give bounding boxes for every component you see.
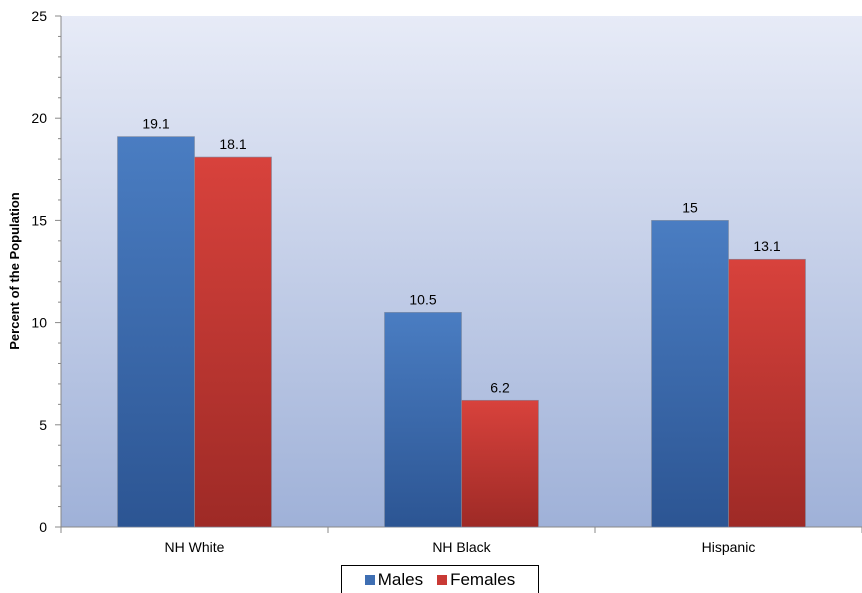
legend-swatch-males [364,574,375,585]
data-label: 19.1 [142,116,169,132]
x-tick-label: NH White [165,539,225,555]
legend: Males Females [341,565,539,593]
data-label: 13.1 [753,238,780,254]
legend-item-females: Females [437,570,515,590]
bar-females-hispanic [728,258,806,528]
bar-females-nh-black [461,399,539,528]
legend-item-males: Males [364,569,424,590]
legend-label-females: Females [450,569,516,589]
bar-males-nh-black [384,312,462,528]
y-tick-label: 10 [31,315,47,331]
legend-swatch-females [437,574,448,585]
x-tick-label: NH Black [432,539,491,555]
data-label: 15 [682,199,698,215]
bar-males-hispanic [651,220,729,528]
bars: 19.1 18.1 10.5 6.2 15 13.1 [117,116,806,528]
y-tick-label: 15 [31,212,47,228]
data-label: 18.1 [219,136,246,152]
bar-females-nh-white [194,156,272,528]
legend-label-males: Males [377,569,424,589]
bar-males-nh-white [117,136,195,528]
data-label: 6.2 [490,379,510,395]
y-tick-label: 0 [39,519,47,535]
data-label: 10.5 [409,291,436,307]
y-tick-label: 5 [39,417,47,433]
y-tick-label: 25 [31,8,47,24]
y-tick-label: 20 [31,110,47,126]
x-tick-label: Hispanic [702,539,756,555]
y-axis-label: Percent of the Population [7,192,22,350]
